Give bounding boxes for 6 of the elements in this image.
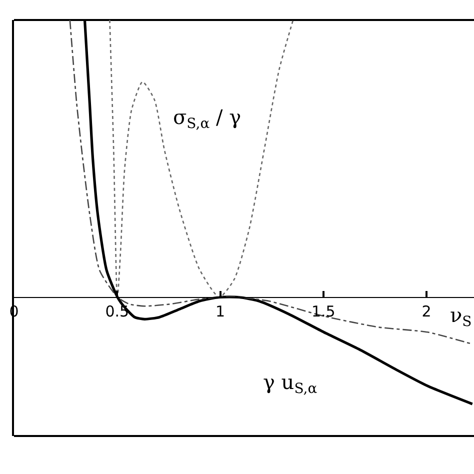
x-tick-label: 1 — [216, 302, 226, 320]
x-axis-title: ν$_{S}$ — [450, 303, 472, 330]
x-tick-label: 2 — [422, 302, 432, 320]
annotation: σ$_{S,α}$ / γ — [173, 105, 242, 132]
annotation: γ u$_{S,α}$ — [263, 370, 318, 398]
x-tick-label: 1.5 — [311, 302, 336, 320]
